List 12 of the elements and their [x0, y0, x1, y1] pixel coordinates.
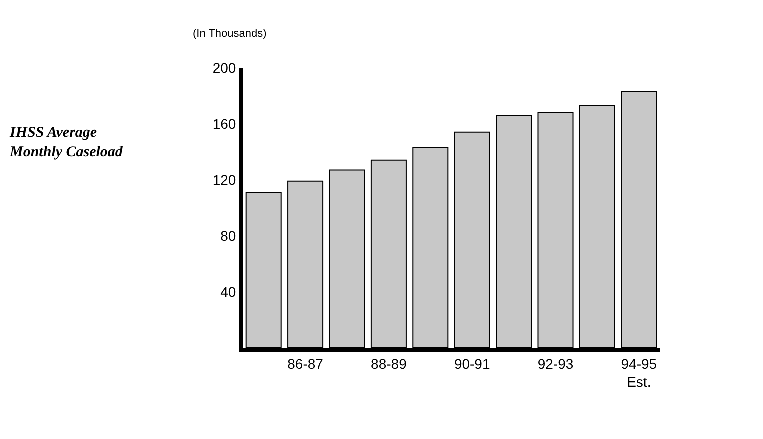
- y-tick-label: 200: [212, 60, 236, 76]
- x-tick-label: 88-89: [371, 356, 408, 372]
- text: IHSS Average Monthly Caseload: [9, 125, 124, 160]
- y-tick-label: 40: [220, 284, 236, 300]
- y-tick-label: 120: [212, 172, 236, 188]
- y-tick-label: 160: [212, 116, 236, 132]
- x-tick-label: 94-95 Est.: [621, 356, 658, 390]
- x-tick-label: 86-87: [288, 356, 324, 372]
- x-tick-label: 90-91: [454, 356, 490, 372]
- x-tick-label: 92-93: [538, 356, 574, 372]
- y-axis-title: (In Thousands): [193, 28, 267, 40]
- y-tick-label: 80: [220, 228, 236, 244]
